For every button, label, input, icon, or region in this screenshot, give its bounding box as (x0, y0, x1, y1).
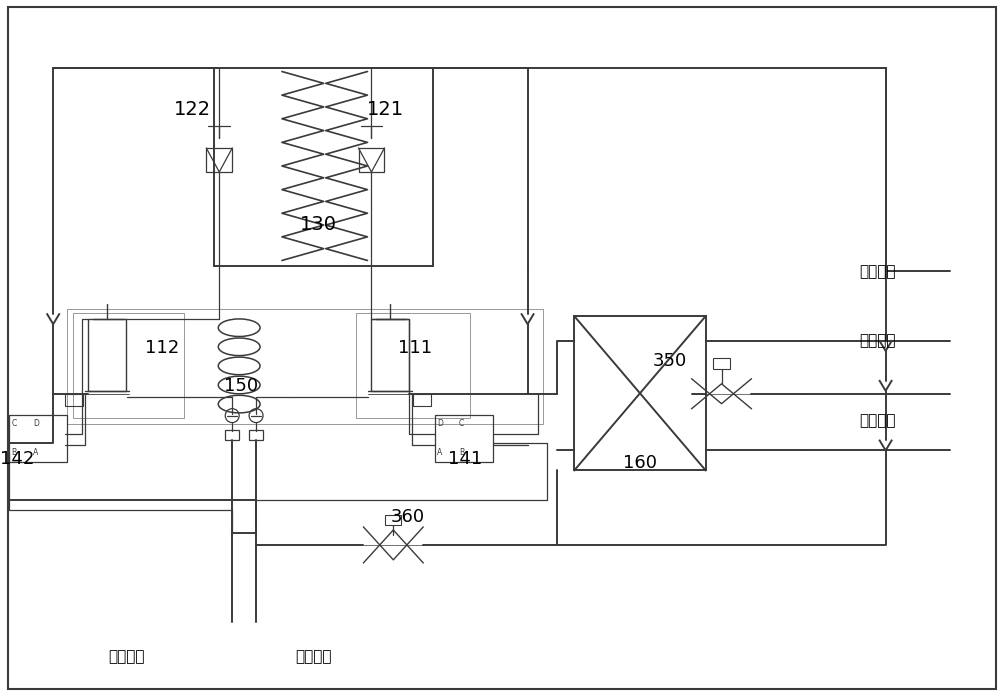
Bar (249, 429, 263, 441)
Text: 121: 121 (367, 100, 404, 119)
Text: A: A (33, 448, 39, 457)
Bar (206, 148, 232, 172)
Text: 废水进水: 废水进水 (859, 413, 895, 428)
Bar (73, 313, 184, 418)
Text: 恒温进水: 恒温进水 (109, 649, 145, 664)
Text: 冷水进水: 冷水进水 (859, 333, 895, 349)
Text: A: A (437, 448, 442, 457)
Bar (214, 68, 433, 267)
Text: 360: 360 (391, 508, 425, 526)
Bar (356, 313, 470, 418)
Bar (413, 394, 431, 406)
Text: C: C (459, 419, 464, 428)
Text: 142: 142 (0, 450, 35, 468)
Bar (385, 515, 401, 525)
Bar (574, 316, 706, 470)
Text: D: D (437, 419, 443, 428)
Text: C: C (11, 419, 17, 428)
Text: 130: 130 (300, 215, 337, 234)
Text: 122: 122 (174, 100, 211, 119)
Text: 废水出水: 废水出水 (859, 264, 895, 279)
Bar (67, 309, 543, 424)
Text: 热水出水: 热水出水 (296, 649, 332, 664)
Text: B: B (459, 448, 464, 457)
Bar (9, 415, 67, 462)
Text: D: D (33, 419, 39, 428)
Text: 160: 160 (623, 454, 657, 473)
Bar (371, 319, 409, 390)
Text: 150: 150 (224, 377, 258, 395)
Text: B: B (11, 448, 17, 457)
Text: 141: 141 (448, 450, 482, 468)
Bar (225, 429, 239, 441)
Text: 111: 111 (398, 339, 432, 357)
Text: 112: 112 (145, 339, 180, 357)
Text: 350: 350 (653, 352, 687, 370)
Bar (435, 415, 493, 462)
Bar (88, 319, 126, 390)
Bar (65, 394, 83, 406)
Bar (713, 358, 730, 369)
Bar (359, 148, 384, 172)
